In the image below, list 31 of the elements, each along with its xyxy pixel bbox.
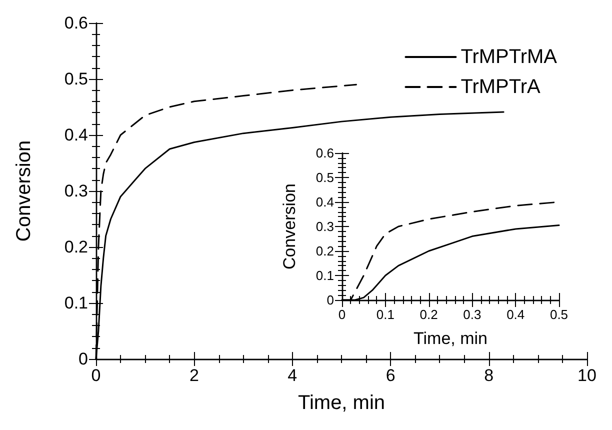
y-tick-label: 0.5	[316, 170, 334, 185]
legend-label: TrMPTrA	[460, 76, 541, 98]
x-tick-label: 0.4	[506, 307, 525, 322]
x-tick-label: 0.2	[420, 307, 438, 322]
y-tick-label: 0.6	[64, 14, 88, 32]
x-axis-title: Time, min	[298, 392, 386, 414]
x-axis-title: Time, min	[414, 329, 488, 348]
x-tick-label: 6	[386, 366, 396, 385]
y-tick-label: 0.3	[316, 219, 334, 234]
y-tick-label: 0	[326, 292, 334, 308]
y-axis-title: Conversion	[280, 184, 299, 270]
y-tick-label: 0.1	[316, 268, 334, 283]
x-tick-label: 4	[288, 366, 298, 385]
x-tick-label: 0	[338, 307, 346, 322]
y-tick-label: 0.6	[316, 146, 334, 160]
y-tick-label: 0.2	[316, 244, 334, 258]
y-tick-label: 0	[78, 350, 88, 368]
y-tick-label: 0.4	[316, 194, 334, 210]
x-tick-label: 10	[578, 366, 596, 385]
y-axis-title: Conversion	[13, 140, 35, 242]
y-tick-label: 0.3	[64, 182, 88, 200]
y-tick-label: 0.2	[64, 238, 88, 256]
x-tick-label: 0.3	[463, 307, 482, 322]
y-tick-label: 0.5	[64, 70, 88, 88]
x-tick-label: 8	[484, 366, 494, 385]
y-tick-label: 0.4	[64, 126, 88, 144]
x-tick-label: 0.5	[550, 307, 568, 322]
x-tick-label: 0	[91, 366, 101, 385]
x-tick-label: 2	[189, 366, 199, 385]
legend-label: TrMPTrMA	[460, 46, 558, 68]
x-tick-label: 0.1	[376, 307, 394, 322]
